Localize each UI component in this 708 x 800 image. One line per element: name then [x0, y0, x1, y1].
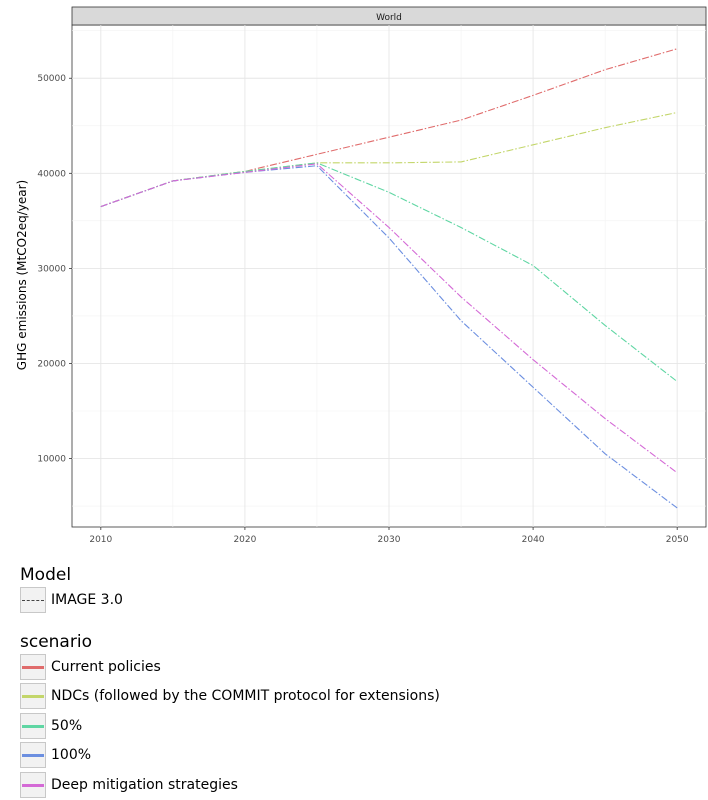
legend-model: Model IMAGE 3.0: [20, 565, 123, 615]
y-tick-label: 20000: [37, 359, 66, 369]
y-tick-label: 40000: [37, 169, 66, 179]
legend-item-deep-mitigation: Deep mitigation strategies: [20, 770, 440, 800]
legend-scenario-title: scenario: [20, 632, 92, 652]
y-axis-label: GHG emissions (MtCO2eq/year): [15, 180, 29, 370]
legend-label: 50%: [51, 717, 83, 734]
legend-key: [20, 683, 46, 710]
series-lines: [100, 48, 678, 509]
legend-key: [20, 712, 46, 739]
legend-label: 100%: [51, 747, 92, 764]
legend-swatch-1: [22, 695, 44, 699]
legend-swatch-4: [22, 783, 44, 787]
legend-item-100-percent: 100%: [20, 741, 440, 771]
legend-label: NDCs (followed by the COMMIT protocol fo…: [51, 688, 440, 705]
x-tick-label: 2020: [233, 535, 256, 545]
y-tick-label: 50000: [37, 74, 66, 84]
legend-key: [20, 653, 46, 680]
legend-scenario: scenario Current policies NDCs (followed…: [20, 632, 440, 800]
major-gridlines: [72, 25, 706, 527]
legend-swatch-2: [22, 724, 44, 728]
x-tick-label: 2030: [378, 535, 401, 545]
legend-item-ndcs: NDCs (followed by the COMMIT protocol fo…: [20, 682, 440, 712]
legend-label: Deep mitigation strategies: [51, 776, 238, 793]
y-tick-label: 10000: [37, 455, 66, 465]
legend-model-label: IMAGE 3.0: [51, 591, 123, 608]
legend-label: Current policies: [51, 658, 161, 675]
x-tick-label: 2050: [666, 535, 689, 545]
y-tick-label: 30000: [37, 264, 66, 274]
y-axis: 10000 20000 30000 40000 50000: [37, 74, 72, 465]
legend-model-title: Model: [20, 565, 72, 585]
legend-swatch-3: [22, 754, 44, 758]
legend-item-50-percent: 50%: [20, 711, 440, 741]
legend-item-current-policies: Current policies: [20, 652, 440, 682]
chart: World 2010 2020 2030 2040 2050 10000 20000 300…: [15, 6, 707, 545]
legend-key: [20, 771, 46, 798]
x-tick-label: 2010: [89, 535, 112, 545]
legend-key: [20, 742, 46, 769]
x-tick-label: 2040: [522, 535, 545, 545]
legend-swatch-0: [22, 665, 44, 669]
legend-model-item: IMAGE 3.0: [20, 585, 123, 615]
legend-model-key: [20, 586, 46, 613]
series-line-4: [100, 163, 678, 474]
facet-title: World: [376, 13, 402, 23]
x-axis: 2010 2020 2030 2040 2050: [89, 527, 689, 545]
